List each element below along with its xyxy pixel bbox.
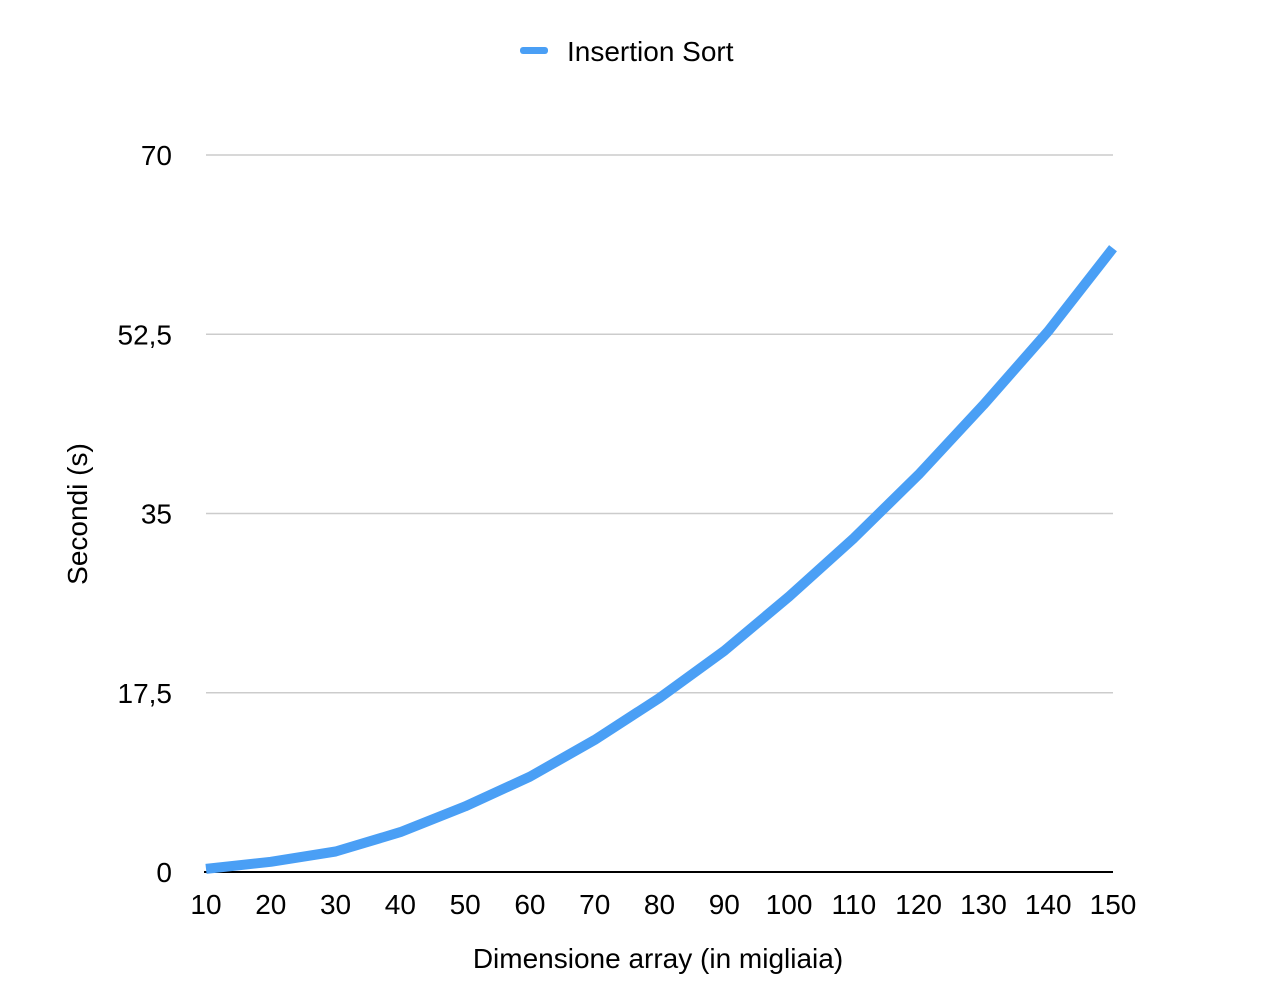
x-tick-label: 30 <box>320 889 351 920</box>
legend-swatch <box>520 47 548 54</box>
x-tick-label: 60 <box>514 889 545 920</box>
y-tick-label: 35 <box>141 499 172 530</box>
x-tick-label: 130 <box>960 889 1007 920</box>
x-tick-label: 120 <box>895 889 942 920</box>
x-tick-label: 80 <box>644 889 675 920</box>
x-tick-label: 50 <box>450 889 481 920</box>
x-tick-label: 40 <box>385 889 416 920</box>
gridlines <box>206 154 1113 694</box>
series-line-insertion-sort <box>205 245 1117 874</box>
x-tick-label: 70 <box>579 889 610 920</box>
legend-label: Insertion Sort <box>567 36 734 67</box>
x-tick-label: 20 <box>255 889 286 920</box>
y-axis-ticks: 0 17,5 35 52,5 70 <box>118 140 173 888</box>
y-axis-title: Secondi (s) <box>62 443 93 585</box>
x-tick-label: 140 <box>1025 889 1072 920</box>
x-tick-label: 10 <box>190 889 221 920</box>
legend: Insertion Sort <box>520 36 734 67</box>
x-tick-label: 150 <box>1090 889 1137 920</box>
x-tick-label: 100 <box>766 889 813 920</box>
x-axis-title: Dimensione array (in migliaia) <box>473 943 843 974</box>
y-tick-label: 70 <box>141 140 172 171</box>
y-tick-label: 52,5 <box>118 319 173 350</box>
x-axis-ticks: 10 20 30 40 50 60 70 80 90 100 110 120 130 140 150 <box>190 889 1136 920</box>
y-tick-label: 17,5 <box>118 678 173 709</box>
y-tick-label: 0 <box>156 857 172 888</box>
x-tick-label: 90 <box>709 889 740 920</box>
x-tick-label: 110 <box>832 889 877 920</box>
